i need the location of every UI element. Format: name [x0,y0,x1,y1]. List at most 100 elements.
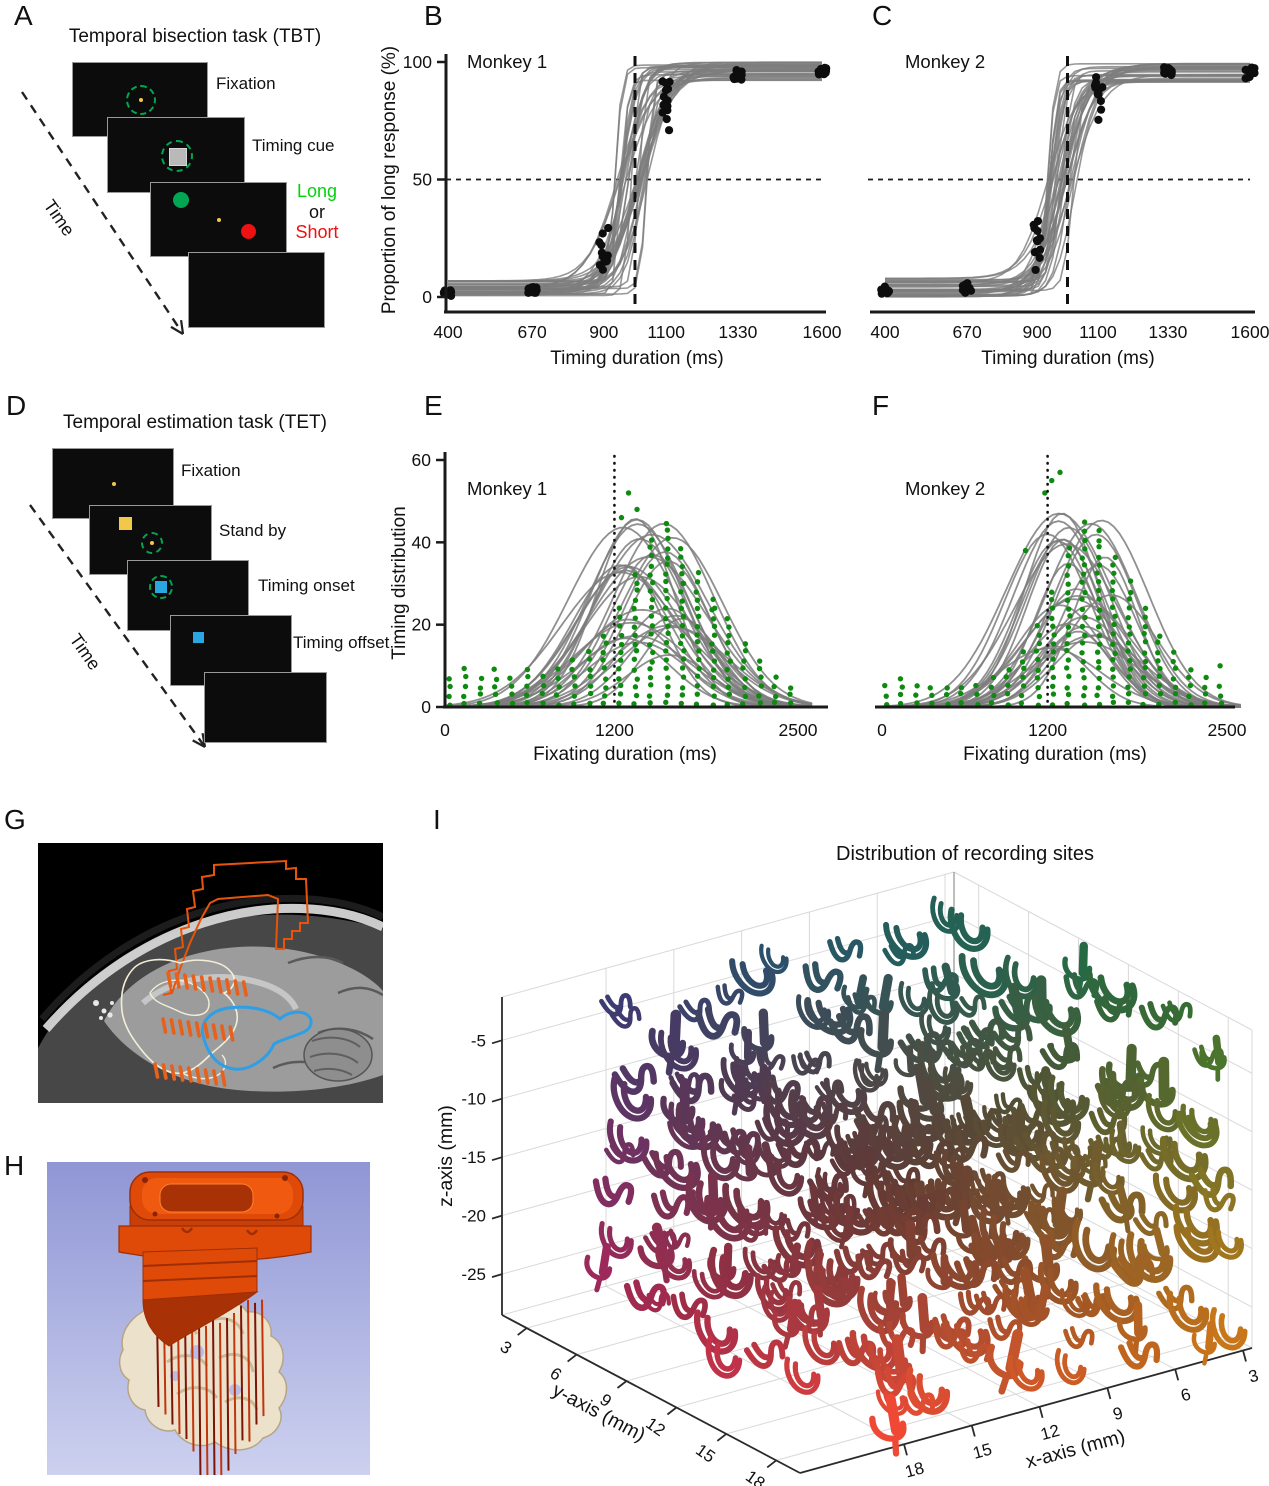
x-axis-label: x-axis (mm) [1023,1425,1127,1473]
timing-data-dot [974,691,980,698]
timing-data-dot [726,624,732,630]
x-tick-label: 1330 [718,322,757,342]
timing-outlier-dot [1049,477,1055,484]
timing-data-dot [463,673,469,680]
timing-data-dot [725,639,731,646]
behavior-data-dot [595,238,604,247]
x-axis-label: Timing duration (ms) [550,348,724,369]
behavior-data-dot [529,288,538,297]
timing-data-dot [462,683,469,690]
timing-data-dot [1111,621,1117,628]
timing-data-dot [710,683,716,690]
timing-data-dot [1096,596,1102,602]
timing-data-dot [524,666,531,673]
timing-data-dot [1065,606,1072,612]
timing-data-dot [1187,682,1194,689]
timing-data-dot [1110,674,1116,680]
timing-data-dot [694,579,701,585]
timing-data-dot [897,700,904,707]
fixation-window-icon [141,532,163,554]
tbt-screen-timing-cue [107,117,245,193]
timing-data-dot [494,700,501,706]
site-glyph [694,1005,741,1040]
timing-data-dot [679,598,686,604]
timing-data-dot [693,589,699,595]
timing-data-dot [711,693,717,699]
recording-chamber-outline [162,859,310,996]
fixation-window-icon [149,575,173,599]
site-glyph [1152,1172,1198,1214]
x-tick-label: 1200 [595,720,634,740]
timing-square-icon [155,581,167,593]
timing-data-dot [646,693,653,699]
timing-data-dot [725,684,732,690]
timing-data-dot [710,674,717,681]
timing-data-dot [650,579,656,586]
timing-data-dot [1141,630,1147,637]
site-glyph [1007,1355,1045,1392]
x-tick-label: 18 [903,1458,926,1481]
fixation-window-icon [126,85,156,115]
timing-data-dot [555,666,561,672]
y-tick-label: 0 [422,287,432,307]
bone-speckles [93,1000,114,1020]
timing-data-dot [585,648,592,655]
timing-data-dot [711,632,718,638]
time-arrow [21,91,185,335]
site-glyph [1114,1257,1156,1287]
timing-outlier-dot [1042,490,1048,496]
behavior-data-dot [595,260,604,270]
fixation-dot-icon [112,482,116,486]
timing-data-dot [587,673,594,679]
timing-data-dot [740,665,746,671]
timing-data-dot [632,684,639,690]
or-label: or [308,201,325,222]
timing-data-dot [1079,606,1086,612]
site-glyph [957,1289,992,1316]
timing-data-dot [648,613,655,619]
z-tick-label: -15 [461,1148,486,1167]
timing-data-dot [1051,632,1057,638]
timing-data-dot [1127,666,1134,672]
timing-data-dot [491,666,497,672]
timing-data-dot [678,700,685,707]
time-arrow [29,504,207,748]
timing-data-dot [1079,640,1086,646]
panel-tet-schematic: D Temporal estimation task (TET) Time Fi… [0,390,430,786]
timing-outlier-dot [634,506,640,513]
site-glyph [1059,1288,1091,1318]
timing-data-dot [665,630,671,636]
timing-data-dot [1094,649,1101,655]
site-glyph [610,1075,655,1122]
timing-data-dot [461,693,467,700]
site-glyph [990,1021,1033,1052]
site-glyph [772,1298,801,1350]
timing-data-dot [478,675,485,682]
timing-data-dot [1067,613,1073,619]
timing-data-dot [694,682,701,689]
timing-data-dot [1110,683,1117,689]
site-glyph [598,1221,634,1259]
timing-data-dot [632,572,638,578]
timing-data-dot [663,665,669,671]
timing-data-dot [1142,605,1149,612]
z-tick-label: -25 [461,1265,486,1284]
timing-data-dot [1082,546,1088,552]
tet-caption-timing-onset: Timing onset [258,576,355,595]
timing-data-dot [1006,667,1012,673]
site-glyph [757,1197,787,1231]
timing-data-dot [616,623,623,629]
cortex-band [42,903,383,1032]
site-glyph [1088,1107,1128,1136]
timing-data-dot [1095,685,1102,691]
x-tick-label: 2500 [1208,720,1247,740]
timing-data-dot [742,693,749,700]
site-glyph [958,952,1010,999]
timing-data-dot [1172,665,1179,671]
timing-data-dot [1082,589,1088,596]
site-glyph [859,1241,896,1267]
timing-data-dot [663,657,669,663]
panel-label-a: A [14,0,33,31]
x-tick-label: 400 [870,322,899,342]
timing-data-dot [709,641,715,647]
